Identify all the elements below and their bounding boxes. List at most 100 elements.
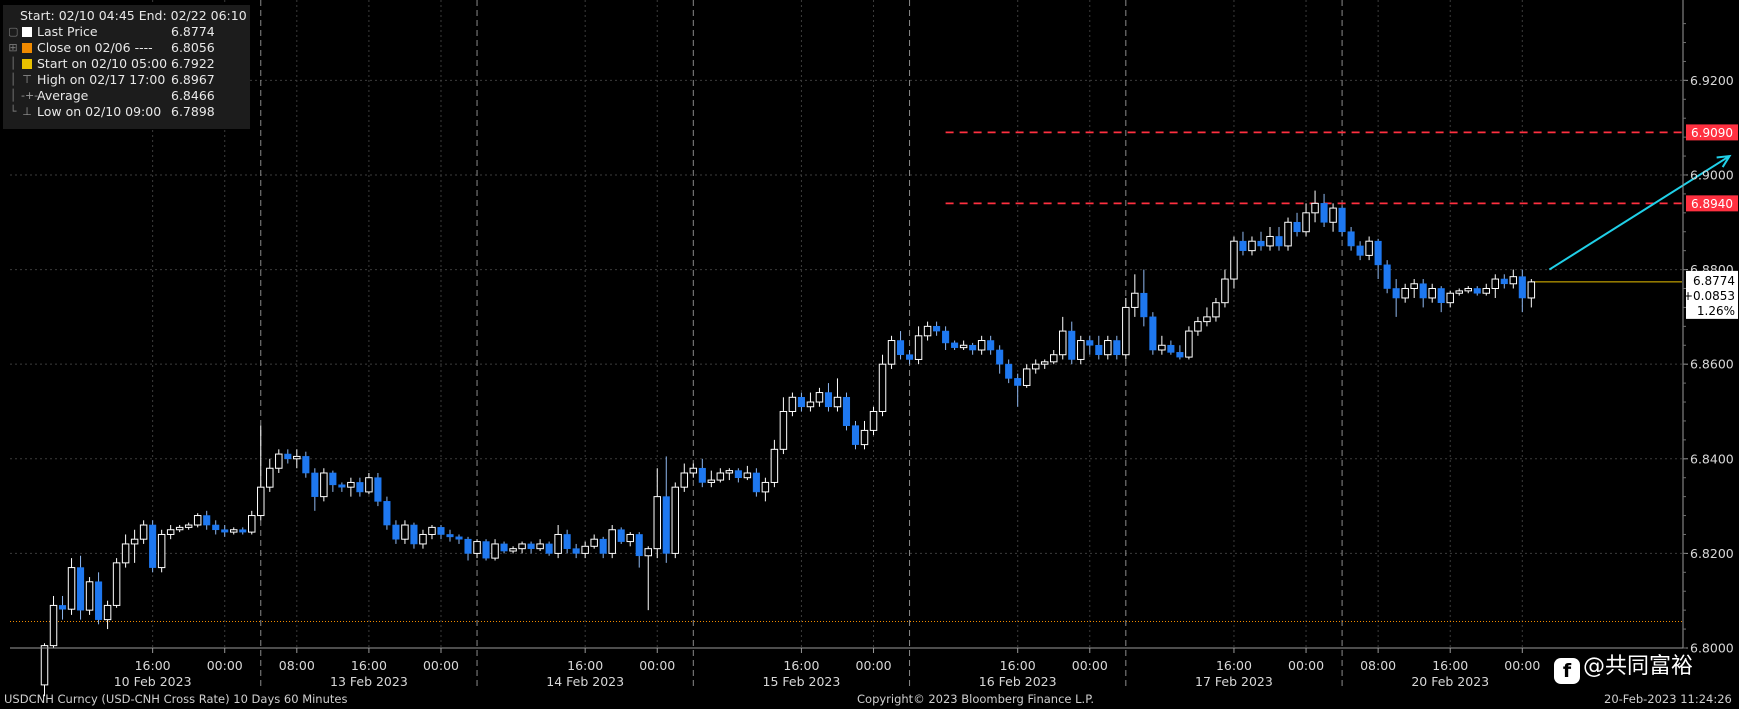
x-tick-label: 08:00 [279,658,315,673]
candle-body [446,534,454,538]
candle-body [1248,240,1256,252]
day-separators [260,0,1343,690]
resistance-label-box [1686,195,1738,212]
legend-row: │ -+- Average 6.8466 [3,88,250,104]
candle-body [320,472,328,498]
trend-arrow [1548,154,1732,271]
candle-body [743,472,752,479]
candle-body [49,604,58,647]
candle-body [1356,245,1364,256]
candle-body [284,453,292,460]
legend-tree-icon: │ [9,89,17,102]
candle-body [257,486,265,517]
candle-body [266,467,274,488]
x-tick-label: 00:00 [1504,658,1540,673]
candle-body [906,354,914,360]
candle-body [311,472,319,497]
watermark: f @共同富裕 [1554,648,1693,684]
candle-body [455,536,463,540]
candle-body [374,477,382,502]
candle-body [1428,288,1436,299]
candle-body [824,392,833,408]
legend-value: 6.7898 [171,104,215,119]
candle-body [1338,207,1346,233]
candle-body [1509,276,1518,285]
candle-body [302,456,310,474]
candle-body [1275,236,1283,247]
candle-body [1131,292,1139,308]
candle-body [1014,378,1022,386]
candles [40,190,1536,697]
candle-body [1284,221,1292,247]
x-tick-label: 16:00 [1000,658,1036,673]
candle-body [563,534,571,549]
candle-body [1473,288,1481,294]
x-tick-label: 00:00 [423,658,459,673]
candle-body [1122,306,1130,356]
x-tick-label: 16:00 [1216,658,1252,673]
candle-body [590,538,598,547]
candle-body [1104,340,1112,356]
candle-body [482,541,490,559]
candle-body [536,543,544,550]
x-tick-label: 16:00 [567,658,603,673]
candle-body [788,396,797,412]
trend-arrow-head-icon [1716,154,1732,168]
candle-body [1212,302,1220,318]
candle-body [1491,278,1500,290]
candle-body [869,410,878,431]
candle-body [914,335,923,360]
candle-body [473,541,481,554]
watermark-text: @共同富裕 [1583,654,1694,679]
candle-body [410,524,418,545]
candle-body [626,533,634,543]
x-day-label: 15 Feb 2023 [763,674,841,689]
legend-row: ▢ Last Price 6.8774 [3,24,250,40]
candle-body [725,470,734,474]
candle-body [95,581,103,620]
legend-label: High on 02/17 17:00 [37,72,166,87]
x-day-label: 20 Feb 2023 [1411,674,1489,689]
candle-body [545,543,553,554]
legend-value: 6.8466 [171,88,215,103]
candle-body [1221,278,1229,304]
candle-body [1392,288,1400,299]
legend-panel: Start: 02/10 04:45 End: 02/22 06:10 ▢ Las… [3,5,250,129]
x-day-label: 14 Feb 2023 [546,674,624,689]
candle-body [112,562,121,606]
candle-body [951,342,959,348]
candle-body [752,472,760,493]
y-axis: 6.90906.89406.92006.90006.88006.86006.84… [1682,0,1738,656]
candle-body [1410,283,1418,290]
candle-body [1446,292,1454,304]
candle-body [707,479,716,483]
candle-body [1176,352,1184,358]
candle-body [1113,340,1121,356]
last-price-label: 6.8774 [1693,274,1735,288]
legend-swatch [22,43,32,53]
candle-body [1194,321,1202,332]
legend-row: │ ⊤ High on 02/17 17:00 6.8967 [3,72,250,88]
candle-body [617,529,625,542]
candle-body [103,604,112,621]
x-axis: 16:00 00:00 08:00 16:00 00:00 16:00 00:00 16:00… [10,647,1683,689]
candle-body [1040,361,1049,365]
y-tick-label: 6.8400 [1690,451,1734,466]
legend-row: ⊞ Close on 02/06 ---- 6.8056 [3,40,250,56]
x-tick-label: 16:00 [1432,658,1468,673]
candle-body [1203,316,1211,323]
candle-body [860,429,869,446]
candle-body [338,484,346,488]
candle-body [193,515,202,526]
candle-body [491,543,499,559]
legend-label: Low on 02/10 09:00 [37,104,162,119]
candle-body [689,467,698,474]
candle-body [1077,340,1085,360]
candle-body [1257,240,1265,247]
candle-body [437,527,445,535]
x-tick-label: 00:00 [856,658,892,673]
candle-body [329,472,337,486]
candle-body [175,526,184,531]
legend-label: Average [37,88,89,103]
